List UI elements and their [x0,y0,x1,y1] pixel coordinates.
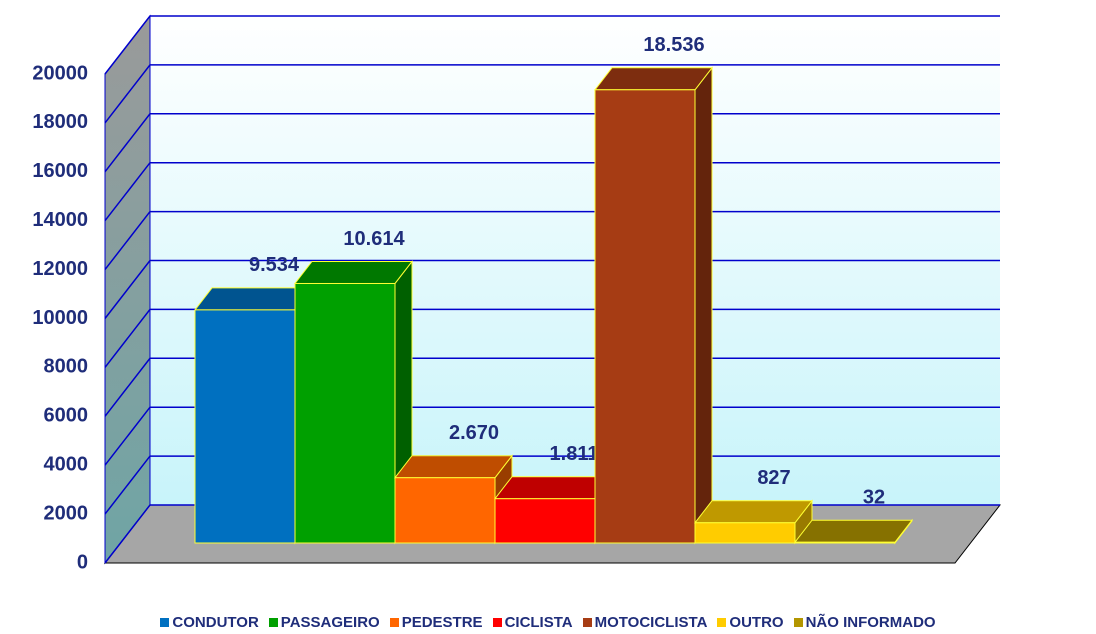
y-tick-label: 12000 [32,258,88,280]
bar-front [494,498,596,544]
y-tick-label: 20000 [32,62,88,84]
legend-swatch [717,618,727,627]
bar-front [294,282,396,544]
grid-line [104,15,1000,75]
legend-label: PASSAGEIRO [280,614,380,631]
bar-top [693,500,814,524]
y-tick-label: 8000 [44,356,89,378]
y-tick-label: 16000 [32,160,88,182]
legend-item: CICLISTA [492,614,573,631]
bar-top [793,519,914,543]
bar [593,66,714,545]
legend-label: MOTOCICLISTA [594,614,708,631]
bars: 9.534 10.614 2.670 1.811 18.536 827 32 [193,34,914,545]
grid-line [104,308,1000,368]
bar-top [393,455,514,479]
legend-label: CONDUTOR [172,614,259,631]
y-tick-label: 10000 [32,307,88,329]
legend-label: NÃO INFORMADO [805,614,936,631]
grid-line [104,406,1000,466]
data-label: 9.534 [249,254,300,276]
grid-line [104,357,1000,417]
bar [393,454,514,545]
grid-line [104,113,1000,173]
legend-swatch [793,618,803,627]
y-tick-label: 6000 [44,405,89,427]
y-tick-label: 4000 [44,453,89,475]
bar-front [694,522,796,544]
legend-swatch [160,618,170,627]
bar-front [594,89,696,544]
data-label: 32 [863,486,885,508]
bar-front [794,541,896,544]
data-label: 827 [757,467,790,489]
legend-label: CICLISTA [504,614,573,631]
legend: CONDUTOR PASSAGEIRO PEDESTRE CICLISTA MOTOCI… [0,614,1096,631]
grid-line [104,64,1000,124]
grid-line [104,455,1000,515]
data-label: 1.811 [550,443,599,465]
grid-line [104,210,1000,271]
bar-front [394,477,496,544]
bar-top [593,67,714,91]
bar [493,475,614,545]
legend-item: PEDESTRE [389,614,483,631]
legend-swatch [268,618,278,627]
data-label: 2.670 [449,422,499,444]
bar [293,260,414,545]
grid-line [104,259,1000,319]
bar [793,518,914,545]
bar-side [694,66,713,545]
y-tick-label: 0 [77,551,88,573]
bar-top [493,476,614,500]
bar-top [193,287,314,311]
y-tick-label: 14000 [32,209,88,231]
legend-swatch [492,618,502,627]
bar [693,499,814,545]
legend-item: NÃO INFORMADO [793,614,936,631]
legend-swatch [389,618,399,627]
bar [193,286,314,545]
legend-swatch [582,618,592,627]
legend-item: OUTRO [717,614,784,631]
legend-item: CONDUTOR [160,614,259,631]
legend-label: OUTRO [729,614,784,631]
legend-item: MOTOCICLISTA [582,614,708,631]
bar-front [194,309,296,544]
legend-label: PEDESTRE [401,614,483,631]
legend-item: PASSAGEIRO [268,614,380,631]
bar-top [293,260,414,284]
y-tick-label: 2000 [44,502,89,524]
grid: 0 2000 4000 6000 8000 10000 12000 14000 16000 180… [32,15,1000,573]
data-label: 10.614 [343,228,405,250]
data-label: 18.536 [643,34,704,56]
y-tick-label: 18000 [32,111,88,133]
chart: 0 2000 4000 6000 8000 10000 12000 14000 16000 180… [32,14,1002,573]
grid-line [104,161,1000,222]
